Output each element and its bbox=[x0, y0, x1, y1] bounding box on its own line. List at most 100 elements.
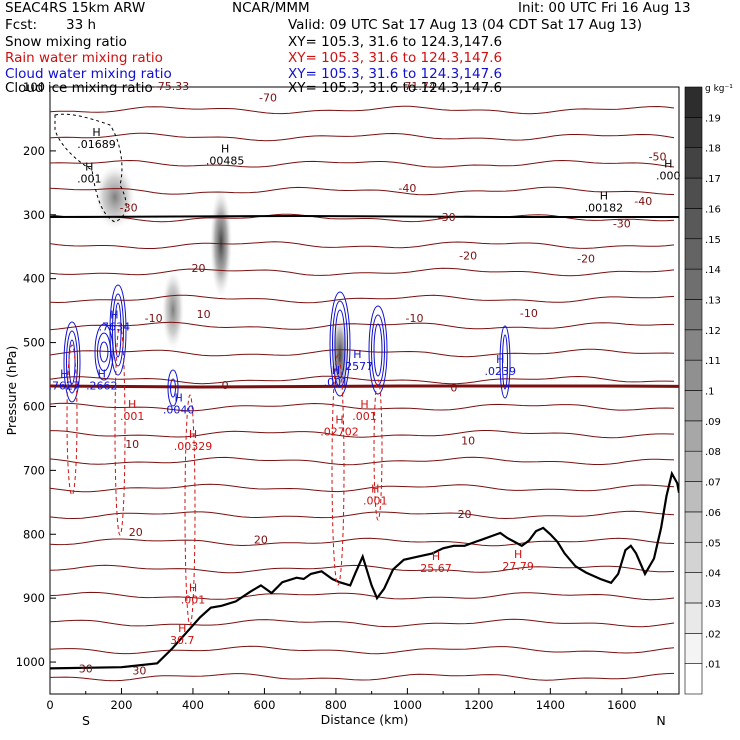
maximum-value: .01689 bbox=[77, 138, 116, 151]
maximum-marker: H bbox=[189, 428, 197, 441]
isotherm-line bbox=[50, 348, 675, 358]
colorbar-segment bbox=[684, 117, 703, 148]
isotherm-line bbox=[50, 483, 675, 493]
isotherm-label: 30 bbox=[79, 663, 93, 676]
cloud-water-contour bbox=[68, 339, 76, 385]
cloud-water-contour bbox=[167, 369, 179, 407]
maximum-value: .2577 bbox=[342, 360, 374, 373]
colorbar-segment bbox=[684, 208, 703, 240]
maximum-value: .02702 bbox=[320, 425, 359, 438]
maximum-marker: H bbox=[664, 158, 672, 171]
isotherm-line bbox=[50, 105, 675, 115]
isotherm-label: 10 bbox=[125, 438, 139, 451]
maximum-value: .00329 bbox=[174, 440, 213, 453]
colorbar-tick-label: .1 bbox=[705, 387, 715, 398]
cloud-water-contour bbox=[371, 314, 385, 386]
legend-rain: Rain water mixing ratio bbox=[5, 50, 163, 66]
maximum-value: 25.67 bbox=[420, 562, 452, 575]
isotherm-label: -20 bbox=[188, 262, 206, 275]
colorbar-segment bbox=[684, 268, 703, 300]
center-name: NCAR/MMM bbox=[232, 0, 310, 16]
y-tick-label: 300 bbox=[23, 208, 45, 222]
colorbar-segment bbox=[684, 541, 703, 573]
axes: 0 200 400 600 800 1000 1200 1400 160010020030040… bbox=[4, 80, 666, 728]
maximum-value: .2662 bbox=[86, 379, 118, 392]
maximum-marker: H bbox=[189, 581, 197, 594]
isotherm-label: -30 bbox=[613, 217, 631, 230]
y-tick-label: 100 bbox=[23, 80, 45, 94]
isotherm-label: -75.33 bbox=[154, 80, 189, 93]
maximum-value: .00485 bbox=[206, 154, 245, 167]
isotherm-line bbox=[50, 645, 675, 655]
cloud-water-contour bbox=[502, 334, 508, 390]
maximum-marker: H bbox=[335, 413, 343, 426]
y-tick-label: 800 bbox=[23, 527, 45, 541]
rain-water-contour bbox=[66, 344, 78, 496]
rain-water-contour bbox=[114, 324, 126, 536]
cloud-water-contour bbox=[170, 378, 176, 398]
cloud-water-contour bbox=[63, 321, 81, 403]
cloud-water-contour bbox=[332, 300, 348, 388]
legend-cloud-ice-xy: XY= 105.3, 31.6 to 124.3,147.6 bbox=[288, 80, 503, 96]
isotherm-label: -20 bbox=[577, 253, 595, 266]
y-tick-label: 200 bbox=[23, 144, 45, 158]
colorbar-tick-label: .05 bbox=[705, 538, 721, 549]
maximum-marker: H bbox=[110, 309, 118, 322]
maximum-value: .001 bbox=[120, 410, 145, 423]
maximum-marker: H bbox=[60, 367, 68, 380]
isotherm-line bbox=[50, 159, 675, 168]
colorbar-tick-label: .11 bbox=[705, 356, 721, 367]
colorbar-tick-label: .04 bbox=[705, 569, 721, 580]
maximum-marker: H bbox=[92, 126, 100, 139]
maximum-marker: H bbox=[332, 364, 340, 377]
freezing-level-line bbox=[50, 384, 679, 389]
maximum-value: .001 bbox=[352, 410, 377, 423]
isotherm-label: -71.74 bbox=[400, 80, 435, 93]
colorbar-segment bbox=[684, 299, 703, 331]
isotherm-line bbox=[50, 564, 675, 574]
maximum-marker: H bbox=[514, 548, 522, 561]
isotherm-label: -50 bbox=[649, 150, 667, 163]
shade-blob bbox=[162, 270, 184, 350]
isotherm-line bbox=[50, 132, 675, 142]
cloud-water-contour bbox=[66, 330, 78, 394]
x-tick-label: 200 bbox=[111, 698, 133, 712]
isotherm-label: -30 bbox=[438, 211, 456, 224]
north-label: N bbox=[656, 713, 665, 728]
colorbar-tick-label: .14 bbox=[705, 265, 721, 276]
y-tick-label: 700 bbox=[23, 463, 45, 477]
isotherm-line bbox=[50, 321, 675, 331]
cloud-water-contour bbox=[109, 284, 127, 376]
maximum-marker: H bbox=[432, 550, 440, 563]
maximum-value: .00182 bbox=[585, 202, 624, 215]
colorbar-segment bbox=[684, 329, 703, 361]
cloud-water-contour bbox=[329, 291, 351, 397]
maximum-value: .7627 bbox=[49, 379, 81, 392]
cloud-water-contour bbox=[99, 341, 109, 363]
colorbar-segment bbox=[684, 390, 703, 422]
colorbar-segment bbox=[684, 420, 703, 452]
isotherm-label: 20 bbox=[254, 534, 268, 547]
cloud-water-contour bbox=[114, 302, 122, 358]
cloud-water-contour bbox=[112, 293, 124, 367]
maximum-marker: H bbox=[178, 622, 186, 635]
cloud-water-contour bbox=[368, 305, 388, 395]
isotherm-label: -20 bbox=[459, 249, 477, 262]
colorbar-tick-label: .13 bbox=[705, 295, 721, 306]
x-tick-label: 1400 bbox=[536, 698, 565, 712]
maximum-value: .001 bbox=[181, 593, 206, 606]
isotherm-label: -10 bbox=[145, 312, 163, 325]
colorbar-segment bbox=[684, 238, 703, 270]
colorbar-tick-label: .03 bbox=[705, 599, 721, 610]
maximum-marker: H bbox=[221, 142, 229, 155]
x-tick-label: 1200 bbox=[464, 698, 493, 712]
isotherm-label: 10 bbox=[461, 435, 475, 448]
x-tick-label: 600 bbox=[253, 698, 275, 712]
legend-cloud-water-xy: XY= 105.3, 31.6 to 124.3,147.6 bbox=[288, 66, 503, 82]
maximum-marker: H bbox=[360, 398, 368, 411]
init-time: Init: 00 UTC Fri 16 Aug 13 bbox=[518, 0, 691, 16]
maximum-value: .0239 bbox=[485, 365, 517, 378]
terrain-profile bbox=[50, 470, 679, 670]
mixing-ratio-contours bbox=[54, 113, 511, 626]
